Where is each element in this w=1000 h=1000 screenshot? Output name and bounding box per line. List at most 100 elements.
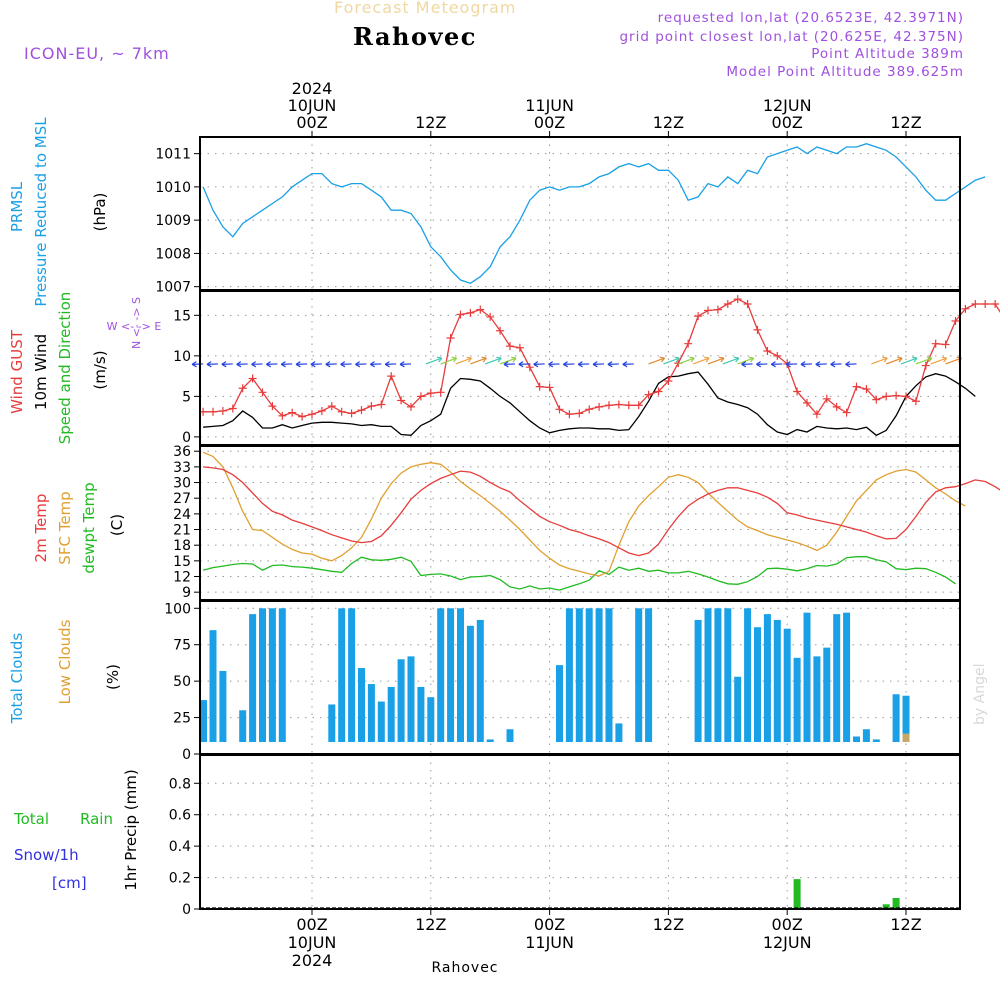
total-cloud-bar xyxy=(397,659,405,742)
gust-marker xyxy=(377,400,386,409)
wind-direction-arrow xyxy=(470,357,487,365)
gust-marker xyxy=(882,392,891,401)
total-cloud-bar xyxy=(565,608,573,742)
y-tick-label: 33 xyxy=(173,460,191,476)
gust-marker xyxy=(446,334,455,343)
panel-frame xyxy=(199,290,961,446)
prmsl-label: PRMSL xyxy=(8,181,26,232)
wind-arrow-head xyxy=(251,361,257,368)
bottom-time-label: 12Z xyxy=(415,915,446,934)
dewpoint-line xyxy=(202,556,956,591)
gust-marker xyxy=(911,397,920,406)
total-cloud-bar xyxy=(328,704,336,742)
model-label: ICON-EU, ~ 7km xyxy=(24,44,170,63)
wind-arrow-head xyxy=(941,356,948,363)
total-cloud-bar xyxy=(605,608,613,742)
total-cloud-bar xyxy=(813,656,821,742)
bottom-time-label: 11JUN xyxy=(525,933,574,952)
gust-marker xyxy=(288,408,297,417)
wind-arrow-head xyxy=(548,361,554,368)
gust-marker xyxy=(268,402,277,411)
gust-marker xyxy=(872,395,881,404)
wind-arrow-head xyxy=(266,361,272,368)
total-cloud-bar xyxy=(704,608,712,742)
gust-marker xyxy=(506,342,514,351)
gust-marker xyxy=(803,398,811,407)
sfc-temp-line xyxy=(202,451,966,577)
total-cloud-bar xyxy=(278,608,286,742)
grid-point-coordinates: grid point closest lon,lat (20.625E, 42.… xyxy=(619,29,964,45)
total-cloud-bar xyxy=(377,701,385,742)
model-point-altitude: Model Point Altitude 389.625m xyxy=(726,64,964,80)
pressure-msl-label: Pressure Reduced to MSL xyxy=(32,117,50,307)
total-cloud-bar xyxy=(348,608,356,742)
total-cloud-bar xyxy=(744,608,752,742)
wind-arrow-head xyxy=(451,356,458,363)
dewpt-temp-label: dewpt Temp xyxy=(80,482,98,573)
y-tick-label: 30 xyxy=(173,476,191,492)
gust-marker xyxy=(822,394,831,403)
total-cloud-bar xyxy=(585,608,593,742)
top-time-label: 12Z xyxy=(890,113,921,132)
wind-direction-arrow xyxy=(737,357,754,365)
wind-arrow-head xyxy=(830,361,836,368)
requested-coordinates: requested lon,lat (20.6523E, 42.3971N) xyxy=(657,10,964,26)
total-cloud-bar xyxy=(486,739,494,742)
wind-arrow-head xyxy=(280,361,286,368)
wind-arrow-head xyxy=(518,361,524,368)
gust-marker xyxy=(832,402,841,411)
gust-marker xyxy=(416,392,425,401)
gust-marker xyxy=(713,305,722,314)
wind-arrow-head xyxy=(310,361,316,368)
y-tick-label: 0 xyxy=(182,902,191,918)
bottom-time-label: 00Z xyxy=(772,915,803,934)
gust-marker xyxy=(545,383,554,392)
y-tick-label: 27 xyxy=(173,491,191,507)
pressure-unit-label: (hPa) xyxy=(91,193,109,232)
gust-marker xyxy=(585,405,594,414)
wind-direction-arrow xyxy=(678,357,695,365)
gust-marker xyxy=(387,372,396,381)
wind-arrow-head xyxy=(206,361,212,368)
gust-marker xyxy=(397,396,406,405)
wind-arrow-head xyxy=(221,361,227,368)
total-cloud-bar xyxy=(645,608,653,742)
wind-arrow-head xyxy=(496,356,502,363)
total-cloud-bar xyxy=(358,668,365,742)
watermark: by Angel xyxy=(972,664,988,725)
wind-arrow-head xyxy=(748,356,755,363)
gust-marker xyxy=(218,406,227,415)
wind-arrow-head xyxy=(622,361,628,368)
gust-marker xyxy=(466,308,475,317)
total-cloud-bar xyxy=(219,670,227,742)
total-cloud-bar xyxy=(457,608,464,742)
wind-arrow-head xyxy=(466,356,472,363)
gust-marker xyxy=(565,410,574,419)
wind-arrow-head xyxy=(704,356,710,363)
wind-direction-arrow xyxy=(440,357,457,365)
total-cloud-bar xyxy=(268,608,276,742)
total-cloud-bar xyxy=(556,665,563,742)
wind-10m-label: 10m Wind xyxy=(32,334,50,410)
wind-arrow-head xyxy=(897,356,903,363)
gust-marker xyxy=(694,312,703,321)
wind-arrow-head xyxy=(511,356,517,363)
total-cloud-bar xyxy=(466,625,474,742)
wind-arrow-head xyxy=(607,361,613,368)
y-tick-label: 36 xyxy=(173,444,191,460)
wind-direction-arrow xyxy=(692,357,710,365)
bottom-time-label: 10JUN xyxy=(288,933,337,952)
gust-marker xyxy=(555,405,564,414)
wind-direction-arrow xyxy=(915,357,933,365)
gust-marker xyxy=(278,411,287,420)
total-cloud-bar xyxy=(407,656,415,742)
gust-marker xyxy=(486,312,495,321)
y-tick-label: 24 xyxy=(173,507,191,523)
wind-gust-line xyxy=(203,298,1000,418)
rain-bar xyxy=(892,898,900,909)
gust-marker xyxy=(961,304,970,313)
wind-direction-label: Speed and Direction xyxy=(56,292,74,445)
gust-marker xyxy=(605,401,613,410)
total-cloud-bar xyxy=(249,614,257,742)
top-time-label: 2024 xyxy=(292,79,333,98)
